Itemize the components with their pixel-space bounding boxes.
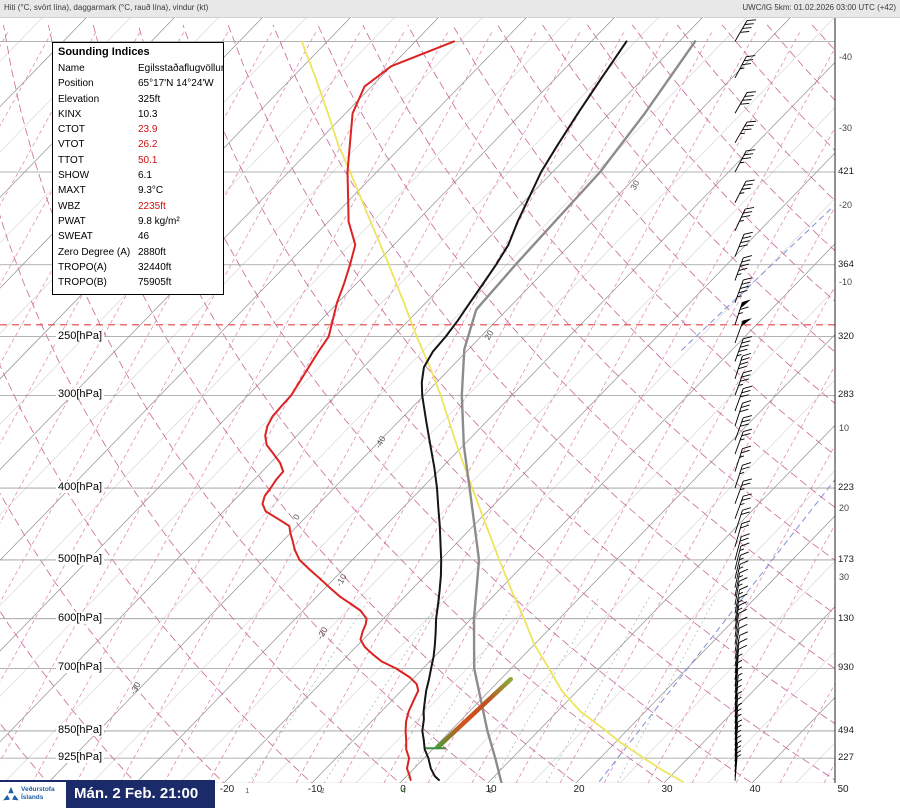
index-label: TROPO(B): [58, 277, 107, 289]
index-label: SWEAT: [58, 231, 93, 243]
index-row: VTOT 26.2: [53, 137, 223, 152]
index-row: SHOW 6.1: [53, 168, 223, 183]
plot-area: [0, 17, 835, 783]
mixing-ratio-lines: [248, 596, 717, 783]
header-bar: Hiti (°C, svört lína), daggarmark (°C, r…: [0, 0, 900, 18]
index-row: Zero Degree (A) 2880ft: [53, 245, 223, 260]
index-value: 325ft: [138, 93, 161, 105]
index-value: 2880ft: [138, 246, 166, 258]
isotherm-lines: [0, 17, 835, 783]
vedurstofa-logo: Veðurstofa Íslands: [0, 782, 66, 808]
index-label: SHOW: [58, 170, 90, 182]
index-value: 75905ft: [138, 277, 172, 289]
pressure-gridlines: [0, 40, 835, 783]
index-label: Position: [58, 78, 94, 90]
index-row: WBZ 2235ft: [53, 199, 223, 214]
index-value: 6.1: [138, 170, 152, 182]
index-row: CTOT 23.9: [53, 122, 223, 137]
temperature-curve: [420, 40, 628, 781]
sounding-indices-panel: Sounding Indices Name Egilsstaðaflugvöllu…: [52, 42, 225, 296]
index-row: Name Egilsstaðaflugvöllur: [53, 61, 225, 76]
index-value: 46: [138, 231, 150, 243]
index-value: 9.3°C: [138, 185, 164, 197]
vedurstofa-logo-text: Veðurstofa Íslands: [21, 786, 55, 802]
index-value: 23.9: [138, 124, 158, 136]
index-row: SWEAT 46: [53, 229, 223, 244]
index-row: MAXT 9.3°C: [53, 183, 223, 198]
parcel-path-segment: [435, 676, 513, 750]
wind-barb-column: [734, 19, 757, 781]
index-row: Elevation 325ft: [53, 92, 223, 107]
index-label: Elevation: [58, 93, 100, 105]
vedurstofa-logo-icon: [3, 786, 19, 801]
index-value: 2235ft: [138, 200, 166, 212]
isa-reference-curve: [460, 40, 697, 783]
blue-reference-lines: [598, 206, 835, 783]
index-label: WBZ: [58, 200, 81, 212]
index-label: TTOT: [58, 154, 84, 166]
logo-line1: Veðurstofa: [21, 786, 55, 793]
index-row: TROPO(B) 75905ft: [53, 275, 223, 290]
index-row: TROPO(A) 32440ft: [53, 260, 223, 275]
indices-title: Sounding Indices: [58, 46, 150, 58]
index-label: KINX: [58, 108, 82, 120]
index-label: VTOT: [58, 139, 85, 151]
logo-line2: Íslands: [21, 794, 44, 801]
index-value: 32440ft: [138, 261, 172, 273]
yellow-reference-curve: [300, 40, 684, 783]
index-value: 9.8 kg/m²: [138, 215, 180, 227]
index-value: 26.2: [138, 139, 158, 151]
index-value: Egilsstaðaflugvöllur: [138, 63, 225, 74]
dewpoint-curve: [261, 40, 455, 781]
index-label: PWAT: [58, 215, 86, 227]
index-label: CTOT: [58, 124, 86, 136]
index-label: Zero Degree (A): [58, 246, 131, 258]
index-row: Position 65°17'N 14°24'W: [53, 76, 223, 91]
index-label: MAXT: [58, 185, 86, 197]
index-row: TTOT 50.1: [53, 153, 223, 168]
index-value: 65°17'N 14°24'W: [138, 78, 214, 90]
index-row: KINX 10.3: [53, 107, 223, 122]
index-label: TROPO(A): [58, 261, 107, 273]
header-legend-label: Hiti (°C, svört lína), daggarmark (°C, r…: [4, 3, 209, 12]
valid-time-label: Mán. 2 Feb. 21:00: [74, 785, 199, 802]
index-label: Name: [58, 63, 85, 74]
index-row: PWAT 9.8 kg/m²: [53, 214, 223, 229]
index-value: 50.1: [138, 154, 158, 166]
header-model-run-label: UWC/IG 5km: 01.02.2026 03:00 UTC (+42): [742, 3, 896, 12]
index-value: 10.3: [138, 108, 158, 120]
